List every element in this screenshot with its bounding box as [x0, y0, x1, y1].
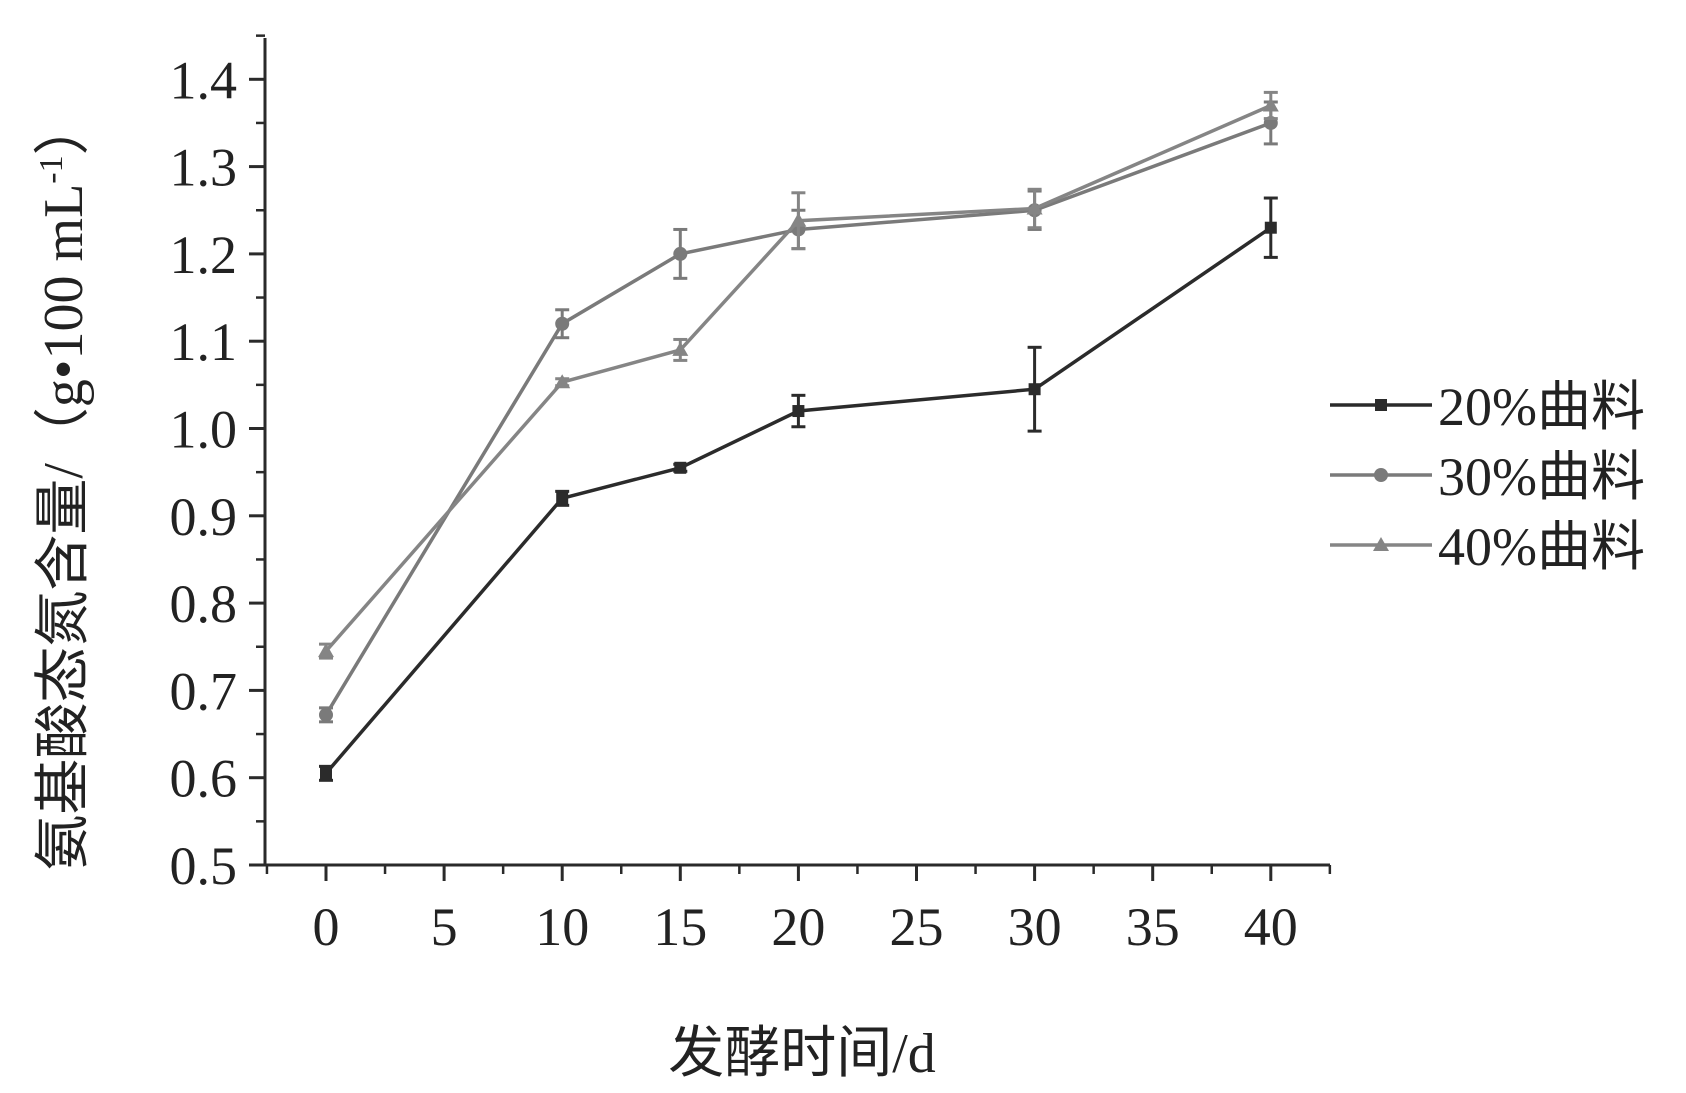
legend-item-1: 20%曲料 — [1330, 377, 1645, 437]
x-tick-label: 5 — [431, 897, 458, 957]
y-axis-title-superscript: -1 — [33, 155, 70, 183]
data-point — [1028, 383, 1041, 396]
x-tick-label: 15 — [653, 897, 707, 957]
axes: 0.5 0.6 0.7 0.8 0.9 1.0 1.1 1.2 1.3 1.4 0 5 10 15 20 25… — [170, 34, 1332, 957]
legend: 20%曲料 30%曲料 40%曲料 — [1330, 377, 1645, 577]
x-axis-title: 发酵时间/d — [668, 1023, 936, 1085]
series-line — [324, 103, 1272, 653]
y-axis-title-main: 氨基酸态氮含量/（g•100 mL — [33, 184, 95, 871]
y-axis-title-close: ） — [33, 99, 95, 155]
y-tick-label: 0.8 — [170, 574, 238, 634]
y-tick-label: 0.6 — [170, 749, 238, 809]
data-point — [556, 492, 569, 505]
x-tick-label: 25 — [890, 897, 944, 957]
legend-marker — [1374, 468, 1388, 482]
series-lines — [318, 90, 1279, 782]
y-tick-label: 1.2 — [170, 225, 238, 285]
data-point — [792, 405, 805, 418]
data-point — [1026, 200, 1043, 215]
x-tick-label: 40 — [1244, 897, 1298, 957]
x-tick-label: 30 — [1008, 897, 1062, 957]
x-tick-label: 35 — [1126, 897, 1180, 957]
data-point — [672, 341, 689, 356]
legend-marker — [1373, 537, 1389, 551]
data-point — [318, 643, 334, 658]
series-1 — [319, 196, 1278, 782]
y-tick-label: 1.3 — [170, 138, 238, 198]
y-tick-label: 1.4 — [170, 50, 238, 110]
data-point — [319, 707, 333, 722]
legend-item-3: 40%曲料 — [1330, 517, 1645, 577]
legend-item-2: 30%曲料 — [1330, 447, 1645, 507]
y-tick-label: 1.1 — [170, 312, 238, 372]
series-line — [324, 121, 1272, 716]
data-point — [790, 212, 807, 227]
y-tick-label: 0.9 — [170, 487, 238, 547]
series-3 — [318, 90, 1279, 660]
x-tick-label: 10 — [535, 897, 589, 957]
legend-label: 40%曲料 — [1438, 517, 1645, 577]
legend-label: 30%曲料 — [1438, 447, 1645, 507]
legend-marker — [1375, 399, 1387, 411]
data-point — [320, 767, 332, 780]
data-point — [1264, 221, 1277, 234]
legend-label: 20%曲料 — [1438, 377, 1645, 437]
x-tick-label: 0 — [313, 897, 340, 957]
data-point — [674, 461, 687, 474]
y-tick-label: 1.0 — [170, 400, 238, 460]
x-tick-label: 20 — [771, 897, 825, 957]
y-tick-label: 0.5 — [170, 836, 238, 896]
y-axis-title: 氨基酸态氮含量/（g•100 mL-1） — [33, 99, 95, 870]
data-point — [555, 316, 570, 331]
series-line — [324, 226, 1272, 775]
data-point — [554, 374, 571, 389]
y-tick-label: 0.7 — [170, 661, 238, 721]
data-point — [1262, 97, 1279, 112]
data-point — [673, 246, 688, 261]
